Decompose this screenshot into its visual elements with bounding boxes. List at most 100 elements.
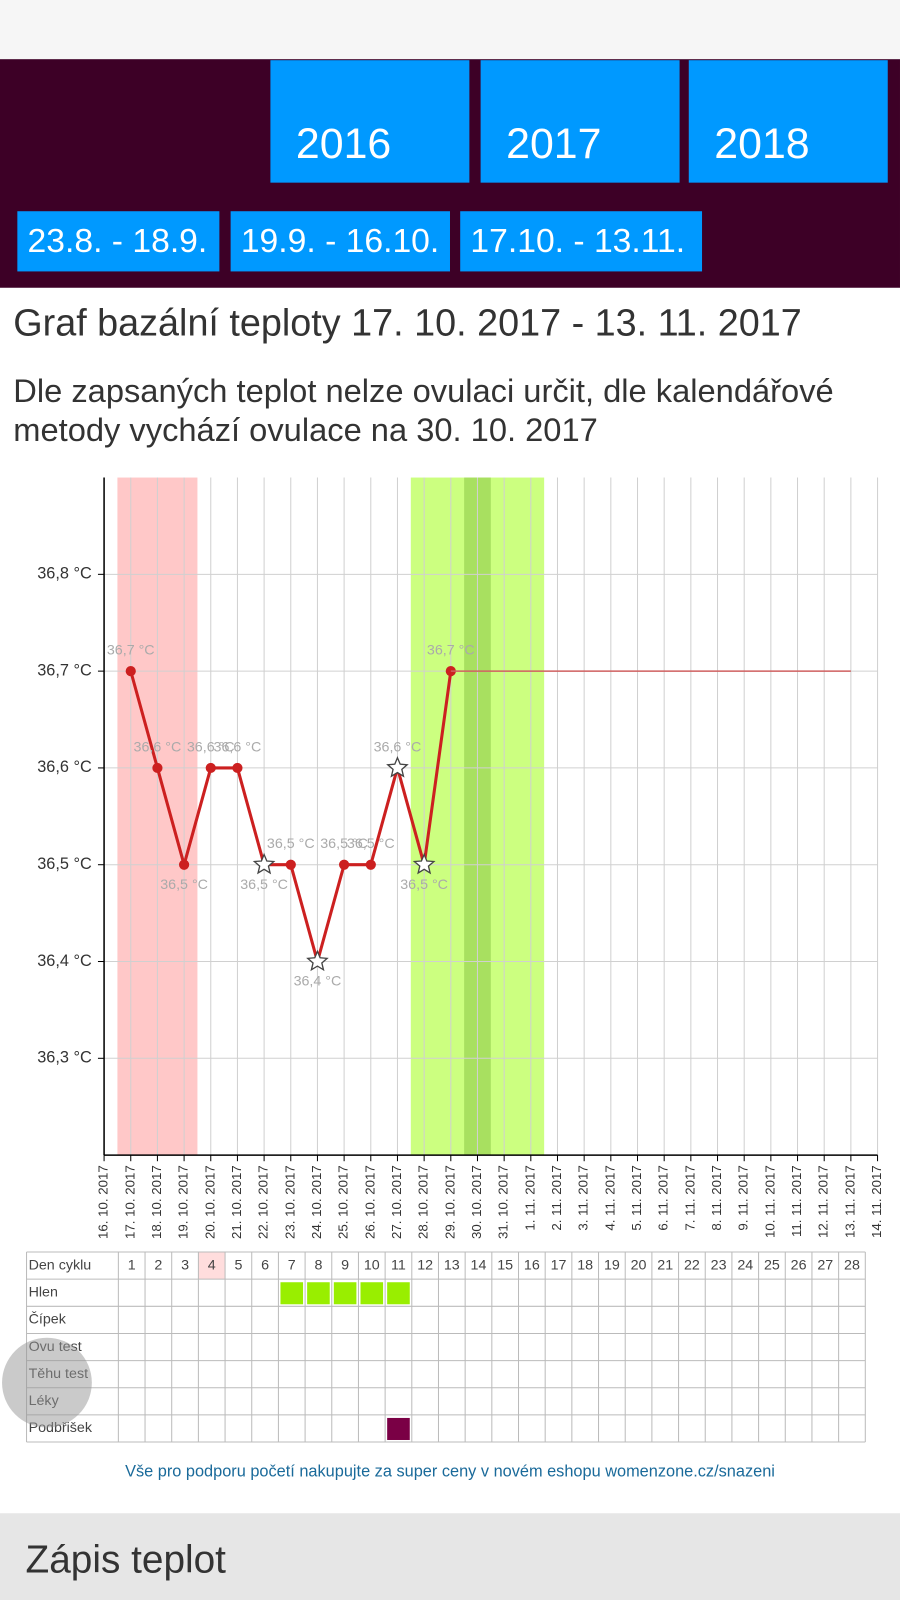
x-tick-label: 11. 11. 2017 (789, 1165, 804, 1237)
day-number: 28 (844, 1257, 860, 1273)
x-tick-label: 9. 11. 2017 (736, 1165, 751, 1230)
row-label: Čípek (29, 1311, 67, 1328)
x-tick-label: 29. 10. 2017 (442, 1165, 457, 1239)
y-tick-label: 36,8 °C (37, 565, 92, 583)
day-number: 19 (604, 1257, 620, 1273)
x-tick-label: 12. 11. 2017 (816, 1165, 831, 1238)
floating-button[interactable] (2, 1337, 92, 1428)
point-marker (365, 859, 376, 870)
day-number: 6 (261, 1257, 269, 1273)
data-label: 36,5 °C (160, 877, 208, 893)
star-marker (252, 852, 276, 875)
day-number: 11 (391, 1257, 406, 1273)
data-label: 36,5 °C (347, 836, 395, 852)
x-tick-label: 30. 10. 2017 (469, 1165, 484, 1239)
day-number: 3 (181, 1257, 189, 1273)
x-tick-label: 27. 10. 2017 (389, 1165, 404, 1239)
star-marker (306, 949, 329, 972)
x-tick-label: 24. 10. 2017 (309, 1165, 324, 1239)
day-number: 8 (314, 1257, 322, 1273)
day-number: 16 (524, 1257, 540, 1273)
point-marker (125, 666, 136, 677)
day-number: 2 (154, 1257, 162, 1273)
ovulation-note: Dle zapsaných teplot nelze ovulaci určit… (13, 372, 834, 448)
data-label: 36,5 °C (400, 877, 448, 893)
day-number: 25 (764, 1257, 780, 1273)
day-number: 9 (341, 1257, 349, 1273)
day-number: 12 (417, 1257, 433, 1273)
x-tick-label: 16. 10. 2017 (96, 1165, 111, 1239)
section-bar (0, 1513, 900, 1600)
star-marker (412, 852, 436, 875)
x-tick-label: 6. 11. 2017 (656, 1165, 671, 1230)
point-marker (232, 762, 243, 774)
period-button[interactable]: 19.9. - 16.10. (230, 211, 450, 272)
day-number: 22 (684, 1257, 700, 1273)
top-bar (0, 0, 900, 60)
x-tick-label: 13. 11. 2017 (842, 1165, 857, 1238)
y-tick-label: 36,4 °C (37, 952, 92, 970)
period-button[interactable]: 23.8. - 18.9. (17, 211, 220, 272)
day-number: 14 (471, 1257, 487, 1273)
day-number: 24 (737, 1257, 753, 1273)
x-tick-label: 31. 10. 2017 (496, 1165, 511, 1239)
data-label: 36,5 °C (240, 877, 288, 893)
row-label: Hlen (29, 1285, 58, 1301)
marked-cell (360, 1282, 384, 1305)
data-label: 36,5 °C (320, 836, 368, 852)
marked-cell (387, 1417, 410, 1440)
y-tick-label: 36,6 °C (37, 758, 92, 776)
shop-link[interactable]: Vše pro podporu početí nakupujte za supe… (125, 1463, 775, 1481)
day-number: 20 (631, 1257, 647, 1273)
day-number: 15 (497, 1257, 513, 1273)
data-label: 36,7 °C (427, 642, 475, 658)
x-tick-label: 10. 11. 2017 (762, 1165, 777, 1238)
y-tick-label: 36,7 °C (37, 661, 92, 679)
x-tick-label: 14. 11. 2017 (869, 1165, 884, 1238)
day-number: 18 (577, 1257, 593, 1273)
x-tick-label: 2. 11. 2017 (549, 1165, 564, 1230)
x-tick-label: 23. 10. 2017 (282, 1165, 297, 1239)
point-marker (205, 762, 216, 774)
x-tick-label: 26. 10. 2017 (362, 1165, 377, 1239)
chart-heading: Graf bazální teploty 17. 10. 2017 - 13. … (13, 302, 802, 344)
marked-cell (280, 1282, 304, 1305)
x-tick-label: 18. 10. 2017 (149, 1165, 164, 1239)
x-tick-label: 7. 11. 2017 (682, 1165, 697, 1230)
marked-cell (307, 1282, 330, 1305)
day-number: 4 (208, 1257, 216, 1273)
y-tick-label: 36,5 °C (37, 855, 92, 873)
y-tick-label: 36,3 °C (37, 1049, 92, 1067)
point-marker (178, 859, 190, 870)
x-tick-label: 3. 11. 2017 (576, 1165, 591, 1230)
section-title: Zápis teplot (25, 1538, 226, 1582)
year-button[interactable]: 2018 (688, 60, 888, 183)
data-label: 36,6 °C (134, 739, 182, 755)
year-button[interactable]: 2017 (480, 60, 680, 183)
x-tick-label: 4. 11. 2017 (602, 1165, 617, 1230)
highlight-cell (198, 1252, 226, 1280)
day-number: 17 (551, 1257, 567, 1273)
day-number: 21 (657, 1257, 673, 1273)
day-number: 5 (234, 1257, 242, 1273)
marked-cell (387, 1282, 410, 1305)
point-marker (152, 762, 163, 774)
data-label: 36,5 °C (267, 836, 315, 852)
day-number: 27 (817, 1257, 833, 1273)
x-tick-label: 17. 10. 2017 (122, 1165, 137, 1239)
x-tick-label: 22. 10. 2017 (256, 1165, 271, 1239)
x-tick-label: 5. 11. 2017 (629, 1165, 644, 1230)
day-number: 23 (711, 1257, 727, 1273)
x-tick-label: 19. 10. 2017 (176, 1165, 191, 1239)
day-number: 7 (288, 1257, 296, 1273)
year-button[interactable]: 2016 (270, 60, 470, 183)
x-tick-label: 21. 10. 2017 (229, 1165, 244, 1239)
x-tick-label: 28. 10. 2017 (416, 1165, 431, 1239)
day-number: 13 (444, 1257, 460, 1273)
point-marker (285, 859, 296, 870)
data-label: 36,6 °C (187, 739, 235, 755)
period-button[interactable]: 17.10. - 13.11. (460, 211, 703, 272)
x-tick-label: 1. 11. 2017 (522, 1165, 537, 1230)
